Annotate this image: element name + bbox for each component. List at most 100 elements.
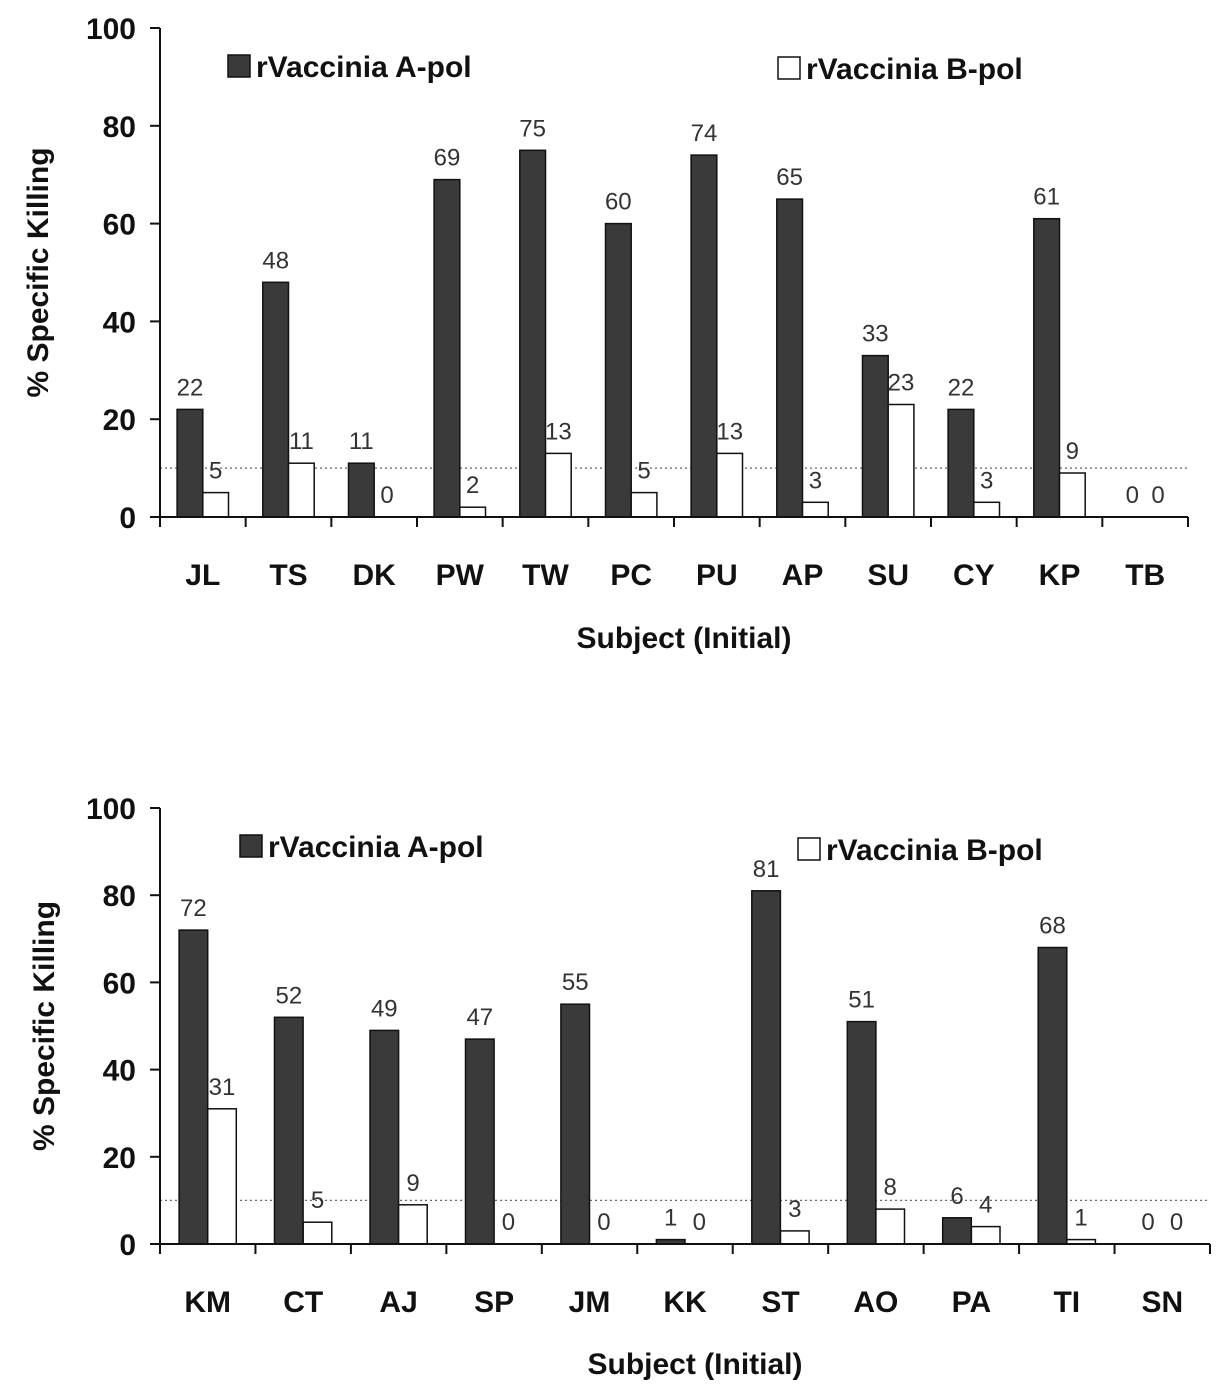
bar-a-pol-st xyxy=(751,890,782,1245)
x-tick-label-ao: AO xyxy=(853,1286,898,1319)
legend-label-b-pol: rVaccinia B-pol xyxy=(806,53,1023,86)
y-tick-label-80: 80 xyxy=(103,111,136,144)
bar-a-pol-su xyxy=(861,354,889,518)
data-label-a-pol-ct: 52 xyxy=(276,982,303,1009)
x-tick-label-st: ST xyxy=(761,1286,799,1319)
data-label-a-pol-kk: 1 xyxy=(664,1205,677,1232)
data-label-a-pol-pw: 69 xyxy=(434,145,461,172)
x-tick-label-cy: CY xyxy=(953,559,995,592)
data-label-a-pol-km: 72 xyxy=(180,895,207,922)
x-tick-label-jm: JM xyxy=(569,1286,611,1319)
bar-a-pol-ao xyxy=(846,1020,877,1245)
data-label-b-pol-jl: 5 xyxy=(209,458,222,485)
data-label-b-pol-ap: 3 xyxy=(809,467,822,494)
bar-b-pol-pa xyxy=(970,1225,1001,1245)
bar-a-pol-ti xyxy=(1037,946,1068,1245)
x-tick-label-ct: CT xyxy=(283,1286,323,1319)
data-label-b-pol-tb: 0 xyxy=(1151,482,1164,509)
data-label-a-pol-kp: 61 xyxy=(1033,184,1060,211)
bar-b-pol-ap xyxy=(801,501,829,518)
bar-a-pol-pc xyxy=(604,222,632,518)
data-label-b-pol-sn: 0 xyxy=(1170,1209,1183,1236)
bar-a-pol-kp xyxy=(1033,217,1061,518)
data-label-a-pol-jl: 22 xyxy=(177,374,204,401)
x-tick-label-tw: TW xyxy=(522,559,569,592)
bar-b-pol-cy xyxy=(973,501,1001,518)
data-label-b-pol-kk: 0 xyxy=(693,1209,706,1236)
x-tick-label-km: KM xyxy=(184,1286,231,1319)
y-tick-label-100: 100 xyxy=(86,13,136,46)
y-tick-label-60: 60 xyxy=(103,967,136,1000)
data-label-a-pol-ts: 48 xyxy=(262,247,289,274)
bar-b-pol-pu xyxy=(716,452,744,518)
x-tick-label-pc: PC xyxy=(610,559,652,592)
data-label-b-pol-pc: 5 xyxy=(637,458,650,485)
bar-b-pol-tw xyxy=(544,452,572,518)
bar-b-pol-ct xyxy=(302,1221,333,1245)
bar-a-pol-aj xyxy=(369,1029,400,1245)
legend-swatch-b-pol xyxy=(777,56,801,80)
bar-a-pol-sp xyxy=(464,1038,495,1245)
bar-a-pol-pw xyxy=(433,178,461,518)
bar-b-pol-kp xyxy=(1058,472,1086,518)
data-label-b-pol-ao: 8 xyxy=(884,1174,897,1201)
data-label-a-pol-jm: 55 xyxy=(562,969,589,996)
y-tick-label-100: 100 xyxy=(86,793,136,826)
data-label-b-pol-ts: 11 xyxy=(289,428,314,455)
legend-swatch-a-pol xyxy=(239,834,263,858)
x-axis-title: Subject (Initial) xyxy=(587,1348,802,1381)
data-label-a-pol-cy: 22 xyxy=(948,374,975,401)
bar-a-pol-jm xyxy=(560,1003,591,1245)
data-label-a-pol-ap: 65 xyxy=(776,164,803,191)
y-tick-label-80: 80 xyxy=(103,880,136,913)
bar-b-pol-pw xyxy=(459,506,487,518)
legend-swatch-b-pol xyxy=(797,837,821,861)
x-tick-label-tb: TB xyxy=(1125,559,1165,592)
bar-b-pol-km xyxy=(206,1108,238,1245)
x-tick-label-pw: PW xyxy=(436,559,485,592)
bar-a-pol-ct xyxy=(273,1016,304,1245)
legend-label-b-pol: rVaccinia B-pol xyxy=(826,834,1043,867)
y-axis-title: % Specific Killing xyxy=(22,147,55,397)
data-label-a-pol-aj: 49 xyxy=(371,995,398,1022)
data-label-a-pol-pc: 60 xyxy=(605,189,632,216)
data-label-b-pol-pu: 13 xyxy=(716,418,743,445)
bar-a-pol-pa xyxy=(941,1217,973,1245)
bar-b-pol-jl xyxy=(202,491,230,518)
bar-a-pol-dk xyxy=(347,462,375,518)
bar-a-pol-pu xyxy=(690,154,718,518)
bar-a-pol-ap xyxy=(776,198,804,518)
y-tick-label-60: 60 xyxy=(103,209,136,242)
y-tick-label-40: 40 xyxy=(103,1055,136,1088)
data-label-b-pol-aj: 9 xyxy=(406,1170,419,1197)
data-label-a-pol-pa: 6 xyxy=(950,1183,963,1210)
bar-a-pol-tw xyxy=(519,149,547,518)
x-tick-label-ti: TI xyxy=(1053,1286,1080,1319)
x-tick-label-kk: KK xyxy=(663,1286,707,1319)
bar-b-pol-ts xyxy=(287,462,315,518)
data-label-a-pol-su: 33 xyxy=(862,321,889,348)
bar-a-pol-jl xyxy=(176,408,204,518)
y-tick-label-20: 20 xyxy=(103,1142,136,1175)
data-label-b-pol-dk: 0 xyxy=(380,482,393,509)
y-tick-label-40: 40 xyxy=(103,306,136,339)
bar-b-pol-ao xyxy=(875,1208,906,1245)
bar-b-pol-st xyxy=(779,1230,810,1245)
data-label-a-pol-sp: 47 xyxy=(466,1004,493,1031)
bar-a-pol-km xyxy=(178,929,209,1245)
x-tick-label-pa: PA xyxy=(952,1286,991,1319)
data-label-b-pol-su: 23 xyxy=(888,370,915,397)
legend-swatch-a-pol xyxy=(227,54,251,78)
bar-b-pol-su xyxy=(887,403,915,518)
data-label-b-pol-kp: 9 xyxy=(1066,438,1079,465)
y-tick-label-0: 0 xyxy=(119,502,136,535)
data-label-b-pol-cy: 3 xyxy=(980,467,993,494)
data-label-b-pol-tw: 13 xyxy=(545,418,572,445)
data-label-a-pol-ao: 51 xyxy=(848,987,875,1014)
x-axis-title: Subject (Initial) xyxy=(576,622,791,655)
data-label-a-pol-sn: 0 xyxy=(1141,1209,1154,1236)
data-label-a-pol-st: 81 xyxy=(753,856,780,883)
